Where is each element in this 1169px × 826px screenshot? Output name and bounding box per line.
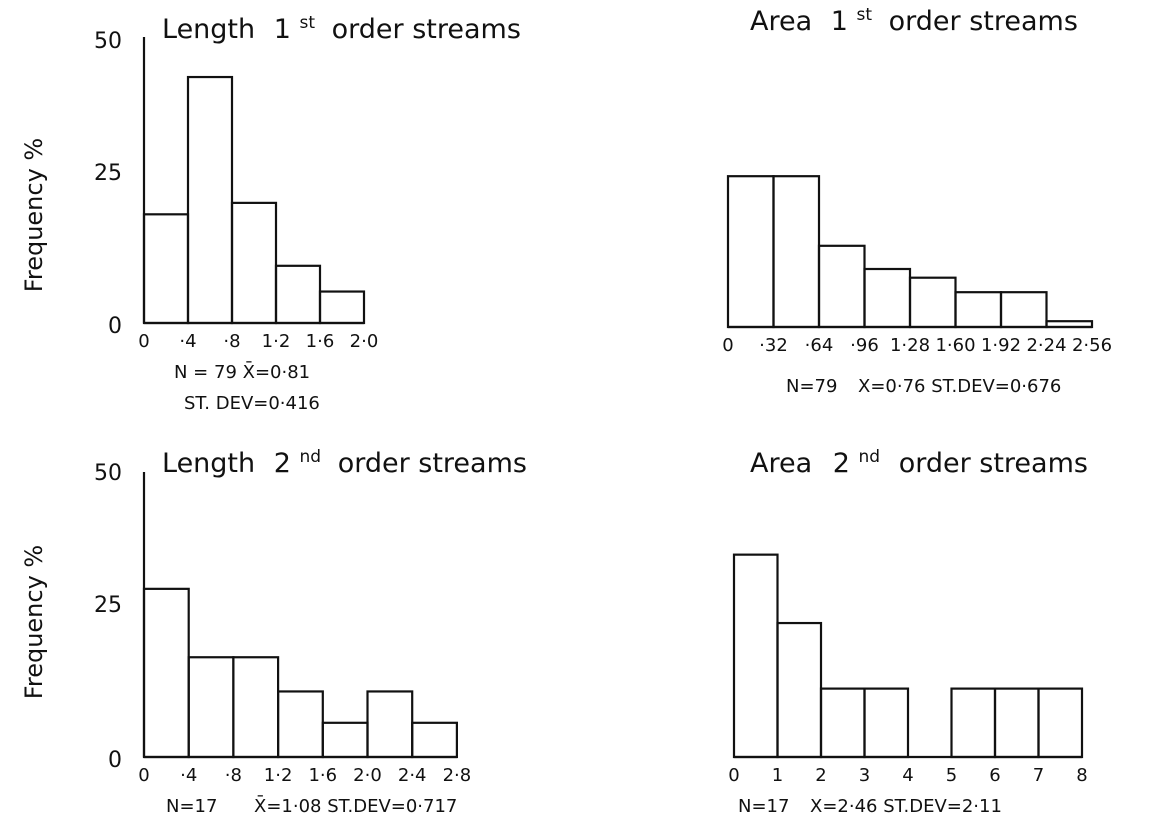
x-tick-label: 0 [138, 765, 149, 786]
y-tick-label: 0 [108, 748, 122, 773]
bar-3 [277, 690, 324, 759]
x-tick-label: 2·8 [443, 765, 472, 786]
x-tick-label: 1·92 [981, 335, 1021, 356]
chart-title-order: 2 [833, 448, 850, 479]
x-tick-label: ·32 [759, 335, 788, 356]
x-tick-label: 2·24 [1026, 335, 1066, 356]
chart-title: Area 1 st order streams [750, 0, 1078, 37]
bar-1 [772, 175, 821, 329]
x-tick-label: 2·0 [353, 765, 382, 786]
x-tick-label: 1·6 [308, 765, 337, 786]
bar-5 [366, 690, 414, 759]
chart-title: Area 2 nd order streams [750, 438, 1088, 479]
stats-line-2: X̄=1·08 ST.DEV=0·717 [254, 795, 457, 817]
bar-5 [950, 687, 997, 759]
y-tick-label: 25 [94, 161, 122, 186]
bar-4 [321, 721, 369, 759]
y-tick-label: 0 [108, 314, 122, 339]
chart-title-sup: st [857, 5, 873, 25]
bar-2 [817, 244, 866, 329]
x-tick-label: ·8 [223, 331, 240, 352]
x-tick-label: ·96 [850, 335, 879, 356]
chart-title: Length 1 st order streams [162, 4, 521, 45]
x-tick-label: 8 [1076, 765, 1087, 786]
x-tick-label: ·8 [225, 765, 242, 786]
chart-title-rest: order streams [899, 448, 1088, 479]
x-tick-label: 6 [989, 765, 1000, 786]
chart-title-order: 1 [831, 6, 848, 37]
x-tick-label: 2·4 [398, 765, 427, 786]
bar-1 [186, 75, 234, 325]
stats-line-2: X=2·46 ST.DEV=2·11 [810, 796, 1002, 817]
y-tick-label: 50 [94, 461, 122, 486]
x-tick-label: 1·2 [262, 331, 291, 352]
x-tick-label: 0 [728, 765, 739, 786]
x-tick-label: 1·28 [890, 335, 930, 356]
x-tick-label: 0 [722, 335, 733, 356]
chart-area-2nd-order: Area 2 nd order streams 0 1 2 3 4 5 6 7 8 N=17 X… [728, 438, 1088, 817]
x-tick-label: 4 [902, 765, 913, 786]
x-tick-label: 1 [772, 765, 783, 786]
x-tick-label: ·64 [805, 335, 834, 356]
bar-2 [230, 201, 278, 325]
bar-3 [863, 687, 910, 759]
x-tick-label: 0 [138, 331, 149, 352]
x-tick-label: ·4 [180, 765, 197, 786]
bar-6 [999, 291, 1048, 329]
chart-title-main: Area [750, 448, 812, 479]
chart-title-main: Length [162, 14, 255, 45]
chart-title-rest: order streams [338, 448, 527, 479]
bar-1 [187, 656, 235, 759]
bar-3 [863, 267, 912, 329]
x-tick-label: 2·56 [1072, 335, 1112, 356]
chart-title-sup: st [300, 13, 316, 33]
y-tick-label: 50 [94, 29, 122, 54]
x-tick-label: 2·0 [350, 331, 379, 352]
bar-1 [776, 621, 823, 759]
x-tick-label: ·4 [179, 331, 196, 352]
x-tick-label: 1·60 [935, 335, 975, 356]
bar-0 [142, 213, 190, 325]
chart-title-rest: order streams [332, 14, 521, 45]
stats-line-1: N=17 [738, 796, 789, 817]
bar-6 [411, 721, 459, 759]
x-tick-label: 5 [946, 765, 957, 786]
bar-4 [318, 290, 366, 325]
bar-0 [726, 175, 775, 329]
bar-3 [274, 264, 322, 325]
chart-title-main: Length [162, 448, 255, 479]
chart-length-2nd-order: Length 2 nd order streams 0 ·4 ·8 1·2 1·6 2·0… [94, 438, 527, 817]
bar-2 [819, 687, 866, 759]
chart-length-1st-order: Length 1 st order streams 0 ·4 ·8 1·2 1·6 2·0… [94, 4, 521, 414]
bar-0 [732, 553, 779, 759]
stats-line-2: X=0·76 ST.DEV=0·676 [858, 376, 1061, 397]
bar-4 [908, 276, 957, 329]
chart-title: Length 2 nd order streams [162, 438, 527, 479]
stats-line-2: ST. DEV=0·416 [184, 393, 320, 414]
x-tick-label: 3 [859, 765, 870, 786]
stats-line-1: N = 79 X̄=0·81 [174, 361, 310, 383]
bar-5 [954, 291, 1003, 329]
bar-2 [232, 656, 280, 759]
bar-6 [993, 687, 1040, 759]
y-axis-label-bottom: Frequency % [20, 545, 48, 699]
y-axis-label-top: Frequency % [20, 138, 48, 292]
chart-title-main: Area [750, 6, 812, 37]
chart-title-rest: order streams [889, 6, 1078, 37]
chart-area-1st-order: Area 1 st order streams 0·32·64·96 1·28 1·… [722, 0, 1112, 397]
x-tick-label: 1·2 [264, 765, 293, 786]
x-tick-label: 7 [1033, 765, 1044, 786]
bar-7 [1037, 687, 1084, 759]
stats-line-1: N=17 [166, 796, 217, 817]
chart-title-order: 2 [274, 448, 291, 479]
chart-title-order: 1 [274, 14, 291, 45]
x-tick-label: 1·6 [306, 331, 335, 352]
chart-title-sup: nd [859, 447, 881, 467]
chart-title-sup: nd [300, 447, 322, 467]
bar-0 [142, 587, 190, 759]
stats-line-1: N=79 [786, 376, 837, 397]
y-tick-label: 25 [94, 593, 122, 618]
x-tick-label: 2 [815, 765, 826, 786]
